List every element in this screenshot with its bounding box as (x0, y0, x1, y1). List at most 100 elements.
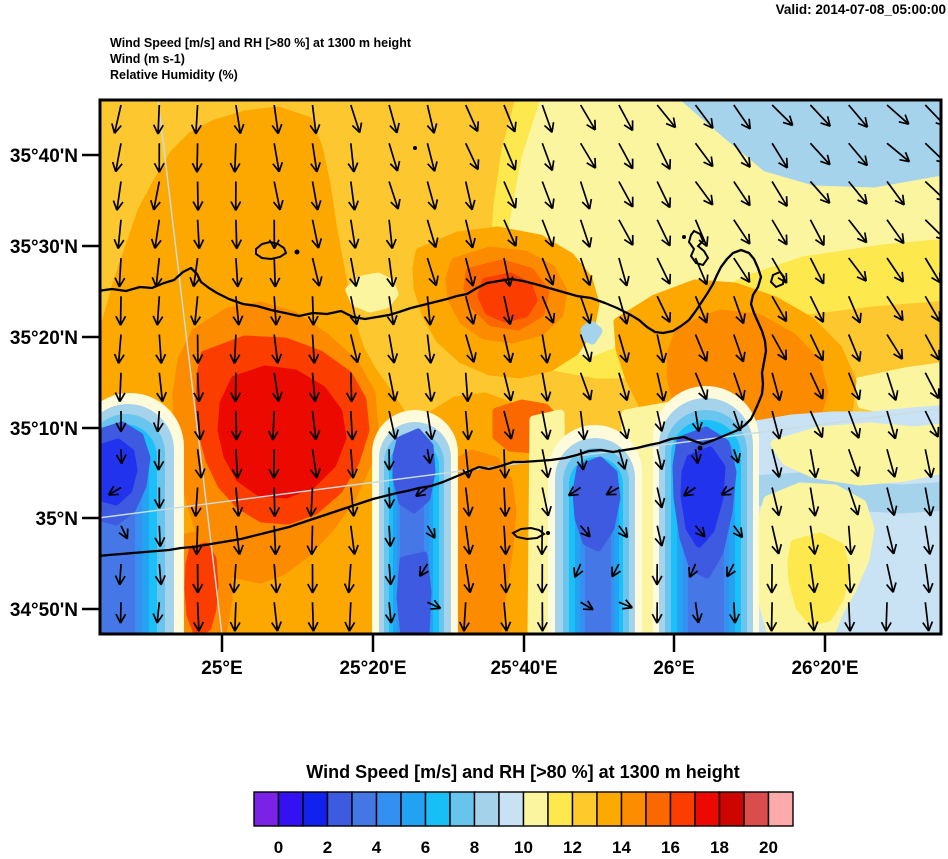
wind-arrow (424, 372, 436, 402)
wind-arrow (886, 104, 910, 126)
colorbar-cell (424, 791, 451, 827)
wind-arrow (844, 563, 856, 594)
wind-arrow (308, 334, 320, 364)
wind-arrow (541, 257, 556, 286)
wind-arrow (771, 372, 783, 402)
wind-arrow (656, 257, 672, 285)
wind-arrow (309, 104, 321, 135)
wind-arrow (347, 525, 359, 555)
wind-arrow (107, 485, 122, 496)
wind-arrow (579, 295, 593, 325)
wind-arrow (115, 602, 127, 624)
wind-arrow (771, 104, 794, 127)
wind-arrow (115, 411, 127, 433)
wind-arrow (192, 334, 204, 364)
wind-arrow (114, 372, 126, 403)
wind-arrow (690, 449, 702, 465)
colorbar-title: Wind Speed [m/s] and RH [>80 %] at 1300 … (306, 762, 739, 782)
colorbar-cell (718, 791, 745, 827)
wind-arrow (115, 449, 127, 465)
wind-arrow (540, 372, 552, 402)
wind-arrow (771, 410, 783, 440)
wind-arrow (809, 180, 831, 204)
wind-arrow (230, 181, 242, 211)
wind-arrow (499, 449, 511, 479)
colorbar-tick-label: 0 (274, 838, 283, 854)
wind-arrow (464, 104, 480, 133)
colorbar-cell (694, 791, 721, 827)
wind-arrow (617, 449, 628, 470)
wind-arrow (272, 181, 284, 211)
wind-arrow (771, 334, 787, 361)
wind-arrow (426, 104, 438, 134)
wind-arrow (580, 600, 594, 611)
wind-arrow (463, 563, 475, 594)
wind-arrow (656, 372, 668, 402)
wind-arrow (847, 448, 861, 478)
wind-arrow (152, 104, 164, 135)
wind-arrow (885, 563, 897, 593)
wind-arrow (153, 487, 165, 509)
wind-arrow (385, 219, 397, 250)
wind-arrow (346, 410, 358, 441)
wind-arrow (272, 143, 284, 173)
wind-arrow (618, 257, 630, 287)
wind-arrow (656, 295, 672, 324)
colorbar-cell (253, 791, 280, 827)
wind-arrow (886, 219, 905, 245)
wind-arrow (618, 219, 634, 246)
colorbar-cell (743, 791, 770, 827)
wind-arrow (464, 181, 476, 211)
wind-arrow (500, 602, 512, 632)
wind-arrow (387, 372, 399, 402)
plume-central-west-core (392, 428, 436, 514)
wind-arrow (886, 449, 898, 478)
wind-arrow (809, 257, 825, 285)
wind-arrow (190, 487, 202, 517)
wind-arrow (152, 602, 164, 624)
wind-arrow (848, 142, 869, 167)
wind-arrow (388, 143, 401, 172)
wind-arrow (152, 296, 164, 326)
wind-arrow (886, 487, 898, 517)
wind-arrow (847, 334, 862, 363)
wind-arrow (733, 219, 751, 245)
sea-dot (413, 146, 417, 150)
wind-arrow (732, 410, 743, 432)
wind-arrow (343, 563, 355, 594)
wind-arrow (425, 410, 437, 441)
colorbar-tick-label: 20 (759, 838, 778, 854)
yellow-se-core (787, 532, 851, 626)
dia-island (255, 240, 288, 261)
wind-arrow (886, 410, 899, 440)
wind-arrow (771, 449, 783, 478)
wind-arrow (383, 449, 395, 471)
wind-arrow (924, 142, 941, 165)
wind-arrow (579, 525, 591, 538)
wind-arrow (807, 602, 819, 632)
wind-arrow (150, 219, 162, 249)
colorbar-cell (449, 791, 476, 827)
lightblue-speck-gulf (580, 320, 603, 345)
wind-arrow (808, 525, 820, 555)
lon-label: 26°20'E (791, 658, 858, 679)
wind-arrow (730, 448, 741, 464)
wind-arrow (153, 143, 165, 173)
map-border (98, 98, 943, 636)
wind-arrow (808, 449, 820, 479)
wind-arrow (618, 181, 634, 208)
lon-label: 25°20'E (339, 658, 406, 679)
wind-arrow (886, 334, 904, 360)
wind-arrow (732, 295, 746, 325)
wind-arrow (808, 487, 820, 517)
wind-arrow (503, 104, 517, 133)
wind-arrow (114, 257, 126, 288)
wind-arrow (541, 104, 555, 133)
wind-arrow (848, 257, 868, 282)
wind-arrow (923, 487, 935, 517)
wind-arrow (924, 219, 941, 241)
wind-arrow (922, 563, 934, 594)
wind-arrow (502, 257, 514, 287)
wind-arrow (688, 563, 699, 578)
wind-arrow (384, 563, 396, 586)
